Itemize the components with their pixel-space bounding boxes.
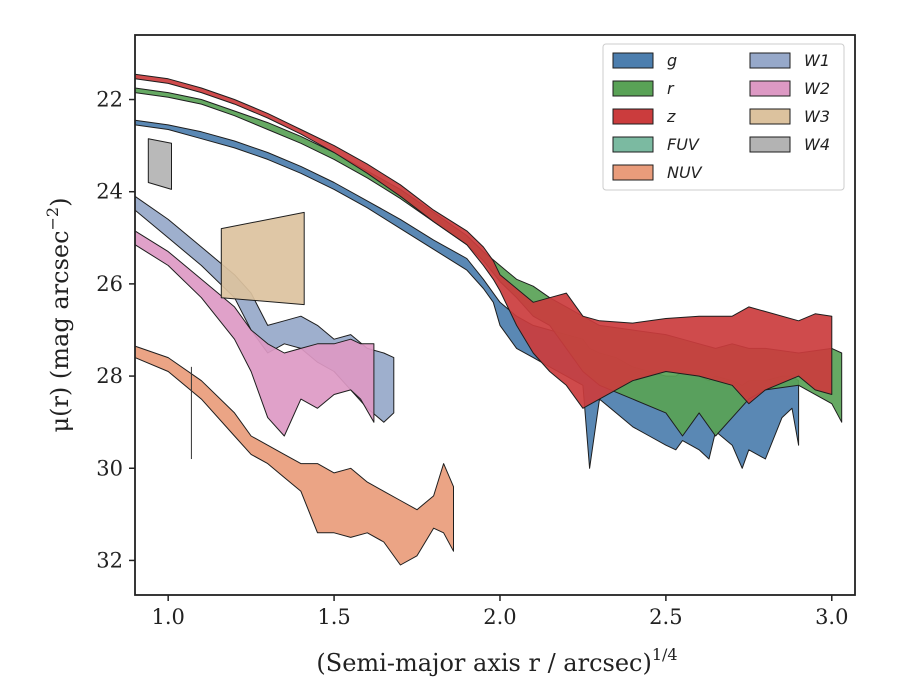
x-tick-label: 2.5 — [649, 605, 682, 629]
plot-frame — [134, 34, 856, 596]
legend: grz FUV NUV W1 W2 W3 W4 — [602, 43, 845, 191]
legend-label-r: r — [667, 79, 675, 98]
series-area-w2 — [134, 230, 375, 437]
x-axis-label: (Semi-major axis r / arcsec)1/4 — [316, 645, 677, 677]
series-area-nuv — [134, 345, 454, 566]
legend-swatch-w1 — [749, 52, 791, 69]
series-area-z — [134, 73, 833, 409]
y-axis: 22 24 26 28 30 32 — [96, 88, 135, 572]
y-tick-label: 26 — [96, 272, 123, 296]
y-axis-label: μ(r) (mag arcsec−2) — [43, 198, 74, 433]
legend-label-w3: W3 — [804, 107, 830, 126]
legend-label-w2: W2 — [804, 79, 830, 98]
legend-label-w1: W1 — [804, 51, 830, 70]
legend-label-z: z — [666, 107, 676, 126]
y-tick-label: 28 — [96, 364, 123, 388]
x-axis: 1.0 1.5 2.0 2.5 3.0 — [151, 595, 848, 629]
series-areas — [134, 73, 843, 566]
x-tick-label: 1.5 — [317, 605, 350, 629]
legend-swatch-nuv — [612, 164, 654, 181]
y-tick-label: 24 — [96, 180, 123, 204]
legend-swatch-fuv — [612, 136, 654, 153]
y-tick-label: 30 — [96, 456, 123, 480]
legend-label-w4: W4 — [804, 135, 830, 154]
legend-swatch-w4 — [749, 136, 791, 153]
legend-label-fuv: FUV — [667, 135, 700, 154]
legend-swatch-r — [612, 80, 654, 97]
series-area-w4 — [147, 138, 172, 190]
x-tick-label: 3.0 — [815, 605, 848, 629]
y-tick-label: 22 — [96, 88, 123, 112]
x-tick-label: 2.0 — [483, 605, 516, 629]
legend-swatch-z — [612, 108, 654, 125]
y-tick-label: 32 — [96, 548, 123, 572]
legend-label-nuv: NUV — [667, 163, 703, 182]
legend-swatch-w2 — [749, 80, 791, 97]
x-tick-label: 1.0 — [151, 605, 184, 629]
legend-swatch-w3 — [749, 108, 791, 125]
legend-swatch-g — [612, 52, 654, 69]
legend-label-g: g — [667, 51, 677, 70]
series-area-w3 — [220, 211, 305, 306]
